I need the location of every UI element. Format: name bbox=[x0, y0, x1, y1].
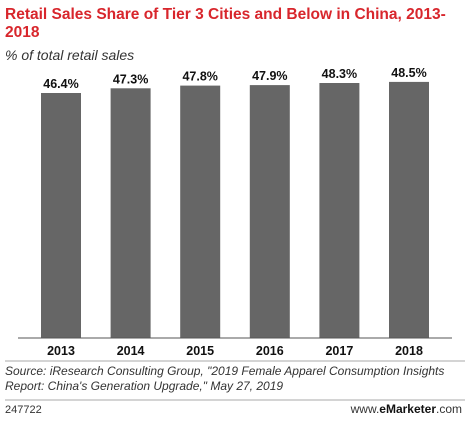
x-tick-labels-layer: 2013 2014 2015 2016 2017 2018 bbox=[47, 344, 423, 358]
value-label-2017: 48.3% bbox=[322, 67, 357, 81]
chart-subtitle: % of total retail sales bbox=[5, 47, 135, 63]
source-note: Source: iResearch Consulting Group, "201… bbox=[5, 364, 445, 393]
value-label-2013: 46.4% bbox=[43, 77, 78, 91]
value-label-2016: 47.9% bbox=[252, 69, 287, 83]
bar-2016 bbox=[249, 85, 290, 338]
brand-suffix: .com bbox=[435, 402, 462, 416]
bar-2018 bbox=[389, 81, 429, 339]
value-label-2015: 47.8% bbox=[182, 70, 217, 84]
bar-2014 bbox=[110, 88, 151, 338]
x-tick-2014: 2014 bbox=[117, 344, 145, 358]
x-tick-2017: 2017 bbox=[325, 344, 353, 358]
x-tick-2015: 2015 bbox=[186, 344, 214, 358]
chart-id: 247722 bbox=[5, 404, 42, 416]
brand-name: eMarketer bbox=[379, 402, 436, 416]
x-tick-2018: 2018 bbox=[395, 344, 423, 358]
chart-title: Retail Sales Share of Tier 3 Cities and … bbox=[5, 6, 446, 41]
value-label-2014: 47.3% bbox=[113, 72, 148, 86]
brand-prefix: www. bbox=[350, 402, 380, 416]
x-tick-2013: 2013 bbox=[47, 344, 75, 358]
bars-layer bbox=[41, 81, 429, 339]
value-labels-layer: 46.4% 47.3% 47.8% 47.9% 48.3% 48.5% bbox=[43, 66, 426, 91]
brand-logo[interactable]: www.eMarketer.com bbox=[351, 402, 462, 416]
bar-2015 bbox=[180, 85, 221, 338]
value-label-2018: 48.5% bbox=[391, 66, 426, 80]
bar-2017 bbox=[319, 83, 360, 338]
x-tick-2016: 2016 bbox=[256, 344, 284, 358]
bar-2013 bbox=[41, 93, 81, 338]
